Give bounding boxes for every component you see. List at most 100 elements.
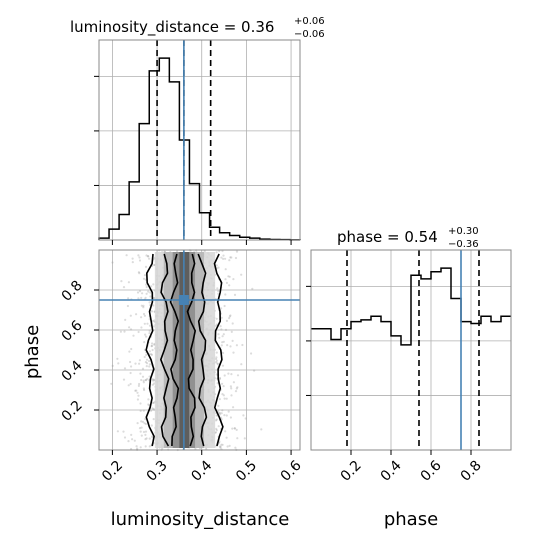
sample-point [137, 394, 140, 397]
sample-point [152, 407, 155, 411]
sample-point [134, 389, 137, 392]
sample-point [224, 293, 227, 296]
sample-point [146, 322, 149, 325]
sample-point [150, 353, 153, 356]
sample-point [144, 378, 147, 382]
sample-point [251, 287, 254, 290]
sample-point [194, 447, 197, 450]
sample-point [147, 290, 150, 293]
sample-point [127, 281, 130, 284]
sample-point [144, 361, 147, 364]
sample-point [148, 350, 151, 353]
sample-point [215, 356, 218, 359]
sample-point [144, 296, 147, 299]
sample-point [218, 336, 221, 339]
sample-point [216, 362, 219, 365]
sample-point [149, 291, 152, 294]
sample-point [145, 254, 148, 257]
sample-point [127, 297, 130, 300]
sample-point [232, 351, 235, 354]
sample-point [141, 420, 144, 423]
sample-point [143, 274, 147, 277]
sample-point [222, 254, 225, 257]
xlabel-phase: phase [384, 509, 438, 530]
sample-point [140, 296, 143, 299]
sample-point [148, 437, 151, 440]
sample-point [138, 382, 141, 386]
sample-point [236, 374, 240, 377]
sample-point [215, 251, 218, 254]
xlabel-distance: luminosity_distance [111, 509, 290, 530]
sample-point [224, 268, 227, 271]
sample-point [152, 378, 155, 381]
phase-hist-frame [310, 249, 512, 451]
x-tick-label: 0.6 [418, 458, 445, 485]
sample-point [215, 359, 218, 362]
sample-point [139, 372, 142, 375]
sample-point [125, 254, 128, 257]
sample-point [141, 367, 145, 370]
sample-point [233, 427, 236, 430]
sample-point [235, 250, 239, 253]
sample-point [137, 297, 140, 300]
sample-point [203, 250, 206, 253]
distance-hist-frame [98, 39, 301, 241]
sample-point [139, 430, 142, 433]
sample-point [231, 322, 234, 325]
sample-point [218, 445, 221, 448]
sample-point [214, 419, 218, 422]
sample-point [152, 325, 155, 328]
y-tick-label: 0.8 [59, 278, 86, 305]
sample-point [145, 283, 148, 286]
sample-point [145, 358, 149, 361]
contour-line-4 [197, 253, 208, 447]
sample-point [143, 388, 146, 392]
sample-point [150, 409, 153, 412]
sample-point [227, 410, 230, 413]
sample-point [143, 355, 146, 359]
sample-point [220, 418, 223, 421]
sample-point [152, 418, 155, 421]
sample-point [216, 382, 219, 385]
sample-point [152, 283, 155, 286]
sample-point [218, 377, 222, 380]
x-tick-label: 0.6 [278, 458, 305, 485]
sample-point [129, 360, 132, 364]
sample-point [111, 364, 114, 367]
sample-point [216, 287, 219, 290]
sample-point [141, 292, 144, 295]
sample-point [139, 409, 142, 412]
sample-point [229, 416, 232, 419]
sample-point [215, 264, 218, 267]
sample-point [140, 326, 143, 329]
sample-point [214, 431, 218, 434]
sample-point [230, 373, 233, 376]
sample-point [217, 425, 220, 428]
sample-point [222, 340, 225, 343]
sample-point [221, 382, 224, 385]
sample-point [131, 438, 134, 441]
x-tick-label: 0.3 [144, 458, 171, 485]
title-distance-upper: +0.06 [294, 16, 325, 27]
sample-point [129, 382, 132, 386]
sample-point [122, 430, 125, 433]
sample-point [253, 369, 256, 372]
sample-point [150, 424, 153, 427]
sample-point [217, 333, 220, 336]
sample-point [138, 290, 142, 293]
sample-point [215, 323, 218, 326]
sample-point [151, 342, 154, 345]
sample-point [150, 353, 153, 356]
sample-point [147, 398, 150, 401]
sample-point [137, 330, 140, 334]
sample-point [227, 275, 230, 278]
sample-point [138, 272, 141, 275]
sample-point [137, 271, 140, 274]
sample-point [144, 445, 147, 448]
sample-point [233, 293, 237, 296]
sample-point [224, 278, 227, 281]
sample-point [230, 330, 233, 333]
sample-point [135, 313, 138, 316]
sample-point [215, 373, 218, 376]
